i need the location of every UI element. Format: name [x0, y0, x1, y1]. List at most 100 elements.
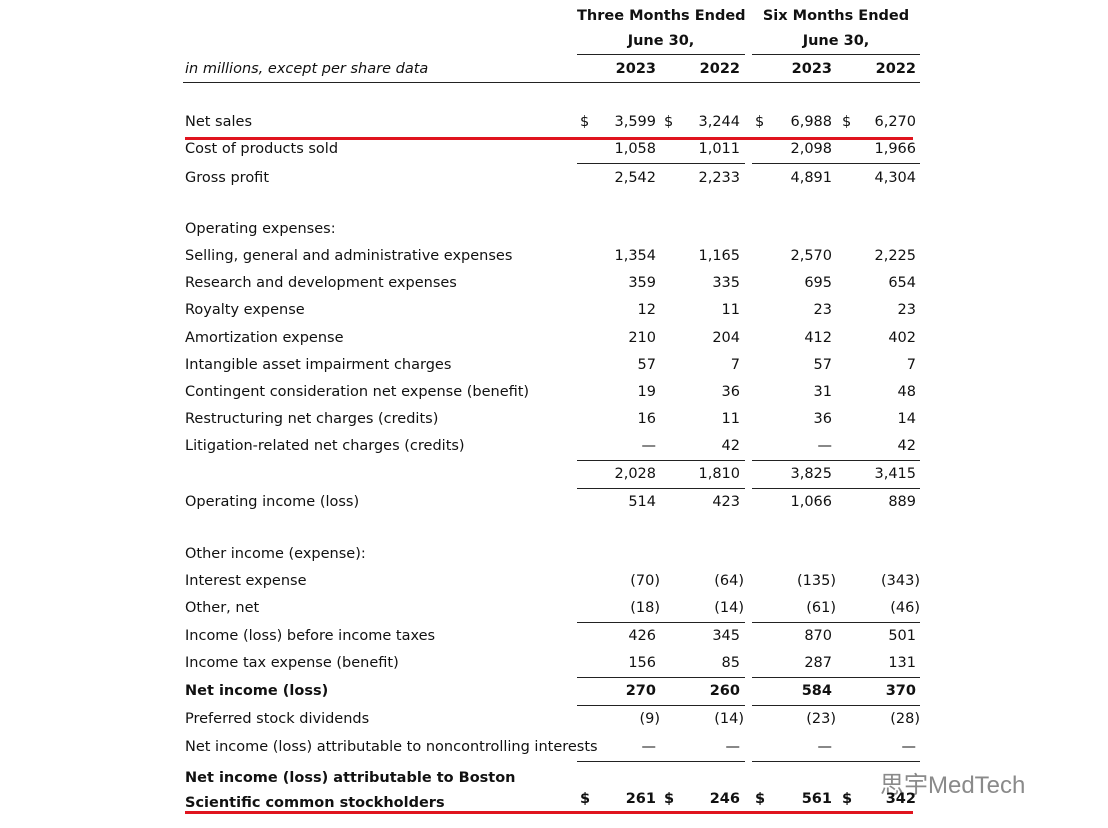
- header-rule: [577, 54, 745, 55]
- year-label: 2022: [699, 61, 740, 77]
- cell-value: 584: [801, 683, 832, 699]
- cell-value: 11: [721, 302, 740, 318]
- highlight-rule: [185, 137, 913, 140]
- cell-value: 1,966: [874, 141, 916, 157]
- cell-value: 345: [712, 628, 740, 644]
- cell-value: (14): [714, 711, 744, 727]
- row-label: Intangible asset impairment charges: [185, 357, 452, 373]
- year-label: 2022: [875, 61, 916, 77]
- cell-value: 423: [712, 494, 740, 510]
- cell-value: —: [641, 739, 657, 755]
- rule: [752, 705, 920, 706]
- cell-value: 12: [637, 302, 656, 318]
- cell-value: 412: [804, 330, 832, 346]
- currency-sign: $: [755, 791, 766, 807]
- currency-sign: $: [580, 791, 591, 807]
- rule: [577, 622, 745, 623]
- period-subtitle: June 30,: [802, 33, 870, 49]
- cell-value: 31: [813, 384, 832, 400]
- row-label: Income tax expense (benefit): [185, 655, 399, 671]
- cell-value: 23: [897, 302, 916, 318]
- row-label: Cost of products sold: [185, 141, 339, 157]
- cell-value: 2,233: [698, 170, 740, 186]
- cell-value: 1,011: [698, 141, 740, 157]
- cell-value: —: [641, 438, 657, 454]
- row-label: Preferred stock dividends: [185, 711, 370, 727]
- cell-value: —: [817, 739, 833, 755]
- cell-value: 402: [888, 330, 916, 346]
- cell-value: (14): [714, 600, 744, 616]
- cell-value: 287: [804, 655, 832, 671]
- cell-value: 210: [628, 330, 656, 346]
- cell-value: 260: [709, 683, 740, 699]
- cell-value: 654: [888, 275, 916, 291]
- row-label: Royalty expense: [185, 302, 305, 318]
- rule: [752, 677, 920, 678]
- cell-value: 3,599: [614, 114, 656, 130]
- cell-value: —: [725, 739, 741, 755]
- header-rule: [752, 54, 920, 55]
- cell-value: (135): [797, 573, 836, 589]
- cell-value: (64): [714, 573, 744, 589]
- cell-value: 4,891: [790, 170, 832, 186]
- cell-value: (18): [630, 600, 660, 616]
- cell-value: 6,988: [790, 114, 832, 130]
- cell-value: 1,354: [614, 248, 656, 264]
- cell-value: (9): [639, 711, 660, 727]
- year-label: 2023: [791, 61, 832, 77]
- cell-value: (23): [806, 711, 836, 727]
- cell-value: 48: [897, 384, 916, 400]
- cell-value: 16: [637, 411, 656, 427]
- rule: [752, 163, 920, 164]
- cell-value: 23: [813, 302, 832, 318]
- cell-value: 561: [801, 791, 832, 807]
- row-label: Restructuring net charges (credits): [185, 411, 439, 427]
- cell-value: 342: [885, 791, 916, 807]
- currency-sign: $: [755, 114, 765, 130]
- row-label: Amortization expense: [185, 330, 344, 346]
- row-label: Net sales: [185, 114, 253, 130]
- watermark: 思宇MedTech: [880, 772, 1026, 799]
- cell-value: 57: [637, 357, 656, 373]
- cell-value: —: [817, 438, 833, 454]
- cell-value: 870: [804, 628, 832, 644]
- highlight-rule: [185, 811, 913, 814]
- rule: [577, 677, 745, 678]
- cell-value: (46): [890, 600, 920, 616]
- cell-value: 4,304: [874, 170, 916, 186]
- cell-value: 1,165: [698, 248, 740, 264]
- row-label: Income (loss) before income taxes: [185, 628, 436, 644]
- cell-value: 2,570: [790, 248, 832, 264]
- cell-value: 889: [888, 494, 916, 510]
- currency-sign: $: [664, 114, 674, 130]
- cell-value: (343): [881, 573, 920, 589]
- currency-sign: $: [842, 114, 852, 130]
- cell-value: 246: [709, 791, 740, 807]
- cell-value: 156: [628, 655, 656, 671]
- row-label: Net income (loss) attributable to noncon…: [185, 739, 598, 755]
- cell-value: 3,244: [698, 114, 740, 130]
- cell-value: —: [901, 739, 917, 755]
- currency-sign: $: [842, 791, 853, 807]
- rule: [752, 622, 920, 623]
- cell-value: (28): [890, 711, 920, 727]
- cell-value: 131: [888, 655, 916, 671]
- cell-value: 359: [628, 275, 656, 291]
- row-label: Other, net: [185, 600, 260, 616]
- row-label: Net income (loss): [185, 683, 329, 699]
- cell-value: 695: [804, 275, 832, 291]
- rule: [577, 488, 745, 489]
- cell-value: (61): [806, 600, 836, 616]
- header-rule: [183, 82, 920, 83]
- cell-value: 7: [730, 357, 740, 373]
- cell-value: 3,825: [790, 466, 832, 482]
- cell-value: 1,810: [698, 466, 740, 482]
- row-label: Contingent consideration net expense (be…: [185, 384, 530, 400]
- cell-value: 42: [721, 438, 740, 454]
- cell-value: 2,098: [790, 141, 832, 157]
- row-label: Operating income (loss): [185, 494, 360, 510]
- units-note: in millions, except per share data: [185, 61, 429, 77]
- cell-value: 370: [885, 683, 916, 699]
- year-label: 2023: [615, 61, 656, 77]
- cell-value: 14: [897, 411, 916, 427]
